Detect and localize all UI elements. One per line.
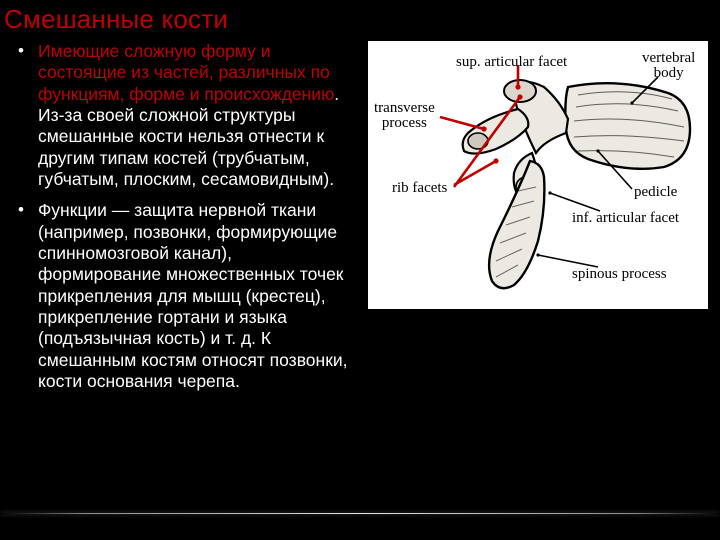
diagram-label-pedicle: pedicle	[634, 185, 677, 200]
diagram-label-vertebral-body: vertebral body	[642, 51, 695, 81]
bullet-rest: Функции — защита нервной ткани (например…	[38, 200, 348, 391]
bullet-list: Имеющие сложную форму и состоящие из час…	[6, 41, 358, 393]
image-column: sup. articular facet vertebral body transv…	[368, 41, 708, 309]
vertebra-diagram: sup. articular facet vertebral body transv…	[368, 41, 708, 309]
diagram-label-transverse-process: transverse process	[374, 101, 435, 131]
slide: Смешанные кости Имеющие сложную форму и …	[0, 0, 720, 540]
bullet-highlight: Имеющие сложную форму и состоящие из час…	[38, 41, 334, 104]
diagram-label-spinous-process: spinous process	[572, 267, 667, 282]
slide-title: Смешанные кости	[0, 4, 720, 41]
footer-divider	[0, 513, 720, 514]
list-item: Имеющие сложную форму и состоящие из час…	[18, 41, 358, 190]
diagram-label-sup-articular-facet: sup. articular facet	[456, 55, 567, 70]
diagram-label-inf-articular-facet: inf. articular facet	[572, 211, 679, 226]
diagram-label-rib-facets: rib facets	[392, 181, 447, 196]
content-row: Имеющие сложную форму и состоящие из час…	[0, 41, 720, 403]
title-text: Смешанные кости	[4, 4, 228, 34]
list-item: Функции — защита нервной ткани (например…	[18, 200, 358, 392]
text-column: Имеющие сложную форму и состоящие из час…	[0, 41, 368, 403]
